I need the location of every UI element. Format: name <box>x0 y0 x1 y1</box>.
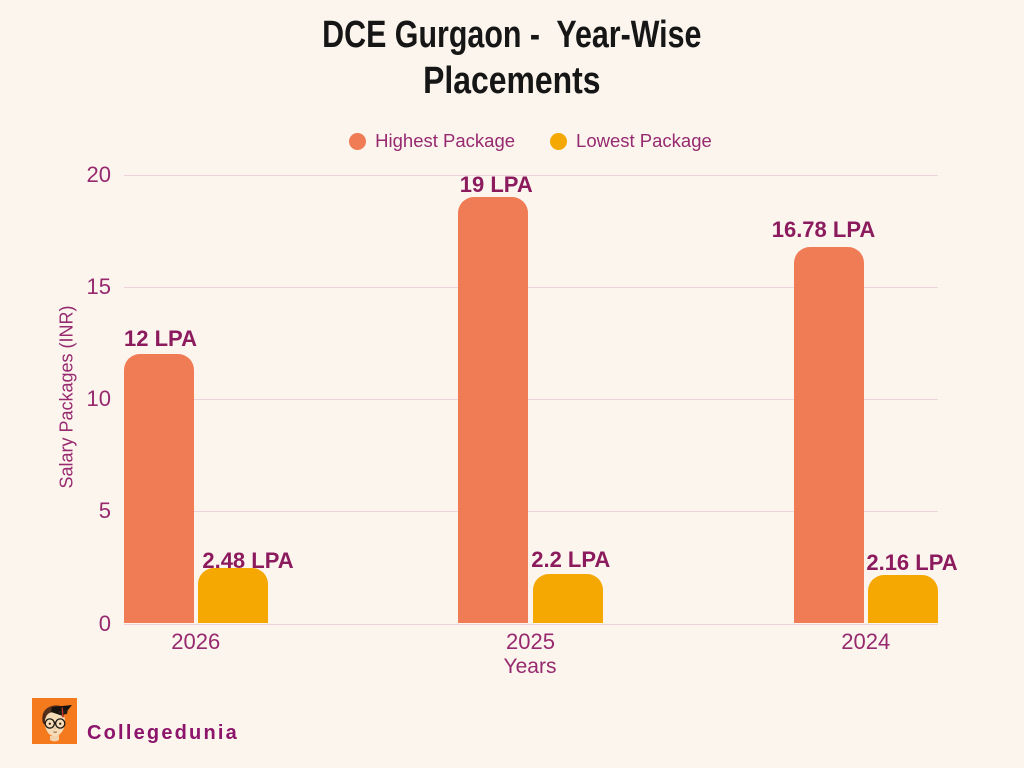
chart-title-line1: DCE Gurgaon - Year-Wise <box>322 14 702 56</box>
legend-item-lowest-package: Lowest Package <box>550 130 712 152</box>
data-label-2.2-lpa: 2.2 LPA <box>531 547 611 572</box>
data-label-2.48-lpa: 2.48 LPA <box>202 548 294 574</box>
y-tick-label-0: 0 <box>98 610 111 636</box>
gridline-y5 <box>123 511 938 513</box>
gridline-y10 <box>123 399 938 400</box>
gridline-y15 <box>123 286 938 288</box>
legend-marker-icon <box>349 132 367 150</box>
bar-lowest-package-2025 <box>532 574 603 624</box>
x-tick-label-2024: 2024 <box>841 628 891 654</box>
chart-title: DCE Gurgaon - Year-Wise Placements <box>0 12 1024 104</box>
data-label-12-lpa: 12 LPA <box>124 325 197 351</box>
y-tick-label-15: 15 <box>86 273 111 299</box>
x-axis-title: Years <box>503 655 557 678</box>
bar-highest-package-2025 <box>458 196 529 624</box>
legend-marker-icon <box>550 132 568 150</box>
y-tick-label-20: 20 <box>86 161 111 187</box>
gridline-y20 <box>123 174 938 176</box>
bar-lowest-package-2024 <box>868 575 938 624</box>
gridline-y0 <box>123 623 938 625</box>
collegedunia-logo-icon <box>32 698 77 744</box>
brand-name: Collegedunia <box>87 722 239 744</box>
chart-title-line2: Placements <box>423 60 601 102</box>
y-tick-label-10: 10 <box>86 386 111 411</box>
legend-item-highest-package: Highest Package <box>349 130 515 152</box>
bar-highest-package-2026 <box>123 354 194 624</box>
x-tick-label-2025: 2025 <box>506 628 555 654</box>
bar-lowest-package-2026 <box>198 567 268 624</box>
legend-label: Lowest Package <box>576 130 712 151</box>
x-tick-label-2026: 2026 <box>171 628 221 654</box>
data-label-2.16-lpa: 2.16 LPA <box>866 549 958 575</box>
bar-highest-package-2024 <box>793 246 864 624</box>
data-label-19-lpa: 19 LPA <box>459 171 533 197</box>
data-label-16.78-lpa: 16.78 LPA <box>771 216 876 242</box>
chart-legend: Highest Package Lowest Package <box>0 130 1024 152</box>
y-tick-label-5: 5 <box>98 498 111 524</box>
legend-label: Highest Package <box>375 130 516 151</box>
